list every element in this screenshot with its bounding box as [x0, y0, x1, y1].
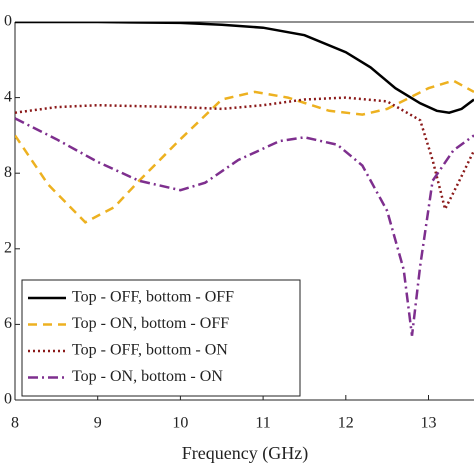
- series-line: [15, 117, 474, 336]
- legend-label: Top - ON, bottom - OFF: [72, 315, 229, 332]
- series-line: [15, 79, 474, 224]
- x-tick-label: 13: [421, 415, 437, 432]
- legend-label: Top - OFF, bottom - ON: [72, 342, 228, 359]
- series-line: [15, 96, 474, 213]
- x-axis-label: Frequency (GHz): [182, 443, 308, 464]
- x-tick-label: 10: [172, 415, 188, 432]
- y-tick-label: 0: [4, 391, 12, 408]
- y-tick-label: 6: [4, 315, 12, 332]
- legend-box: [21, 279, 301, 397]
- legend-label: Top - OFF, bottom - OFF: [72, 289, 234, 306]
- x-tick-label: 8: [11, 415, 19, 432]
- y-tick-label: 2: [4, 239, 12, 256]
- x-tick-label: 9: [94, 415, 102, 432]
- y-tick-label: 4: [4, 88, 12, 105]
- series-line: [15, 22, 474, 114]
- x-tick-label: 11: [255, 415, 270, 432]
- y-tick-label: 0: [4, 13, 12, 30]
- legend-label: Top - ON, bottom - ON: [72, 368, 223, 385]
- y-tick-label: 8: [4, 164, 12, 181]
- x-tick-label: 12: [338, 415, 354, 432]
